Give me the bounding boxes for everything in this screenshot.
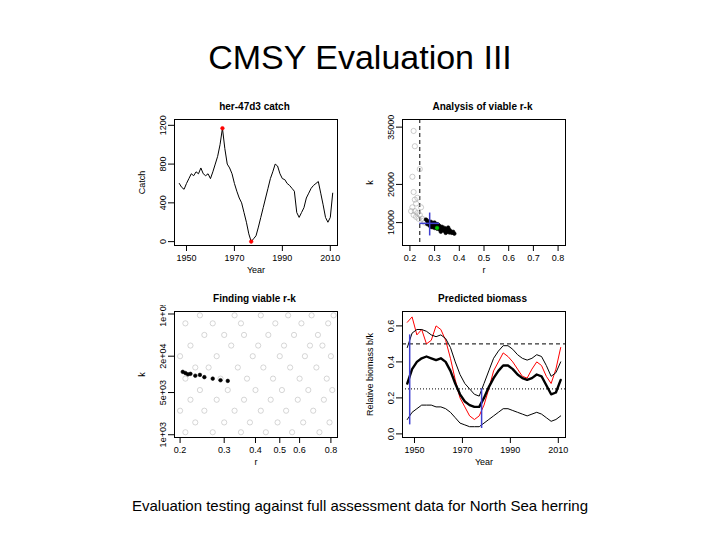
svg-text:2e+04: 2e+04 xyxy=(158,344,168,369)
svg-text:r: r xyxy=(483,265,486,275)
svg-text:0.4: 0.4 xyxy=(453,253,466,263)
svg-text:1200: 1200 xyxy=(158,115,168,135)
svg-text:Year: Year xyxy=(475,457,493,467)
svg-text:0.7: 0.7 xyxy=(527,253,540,263)
html-text:Predicted biomass: Predicted biomass xyxy=(438,293,527,304)
svg-text:0.2: 0.2 xyxy=(386,392,396,405)
svg-text:800: 800 xyxy=(158,157,168,172)
svg-text:1950: 1950 xyxy=(176,253,196,263)
html-text:CMSY Evaluation III: CMSY Evaluation III xyxy=(208,38,512,76)
svg-text:0.5: 0.5 xyxy=(478,253,491,263)
html-text:Analysis of viable r-k: Analysis of viable r-k xyxy=(432,101,533,112)
svg-text:0.3: 0.3 xyxy=(428,253,441,263)
svg-text:0.4: 0.4 xyxy=(386,356,396,369)
svg-text:1990: 1990 xyxy=(500,445,520,455)
svg-text:0.6: 0.6 xyxy=(386,320,396,333)
html-text:Finding viable r-k: Finding viable r-k xyxy=(213,293,296,304)
svg-text:1950: 1950 xyxy=(404,445,424,455)
svg-text:Relative biomass b/k: Relative biomass b/k xyxy=(365,332,375,416)
svg-text:Catch: Catch xyxy=(137,171,147,195)
svg-text:0.6: 0.6 xyxy=(502,253,515,263)
svg-text:0.5: 0.5 xyxy=(274,445,287,455)
svg-text:0.3: 0.3 xyxy=(218,445,231,455)
svg-text:0.2: 0.2 xyxy=(174,445,187,455)
svg-text:Year: Year xyxy=(247,265,265,275)
svg-text:20000: 20000 xyxy=(386,172,396,197)
svg-text:0.2: 0.2 xyxy=(404,253,417,263)
html-text:her-47d3 catch: her-47d3 catch xyxy=(219,101,290,112)
svg-text:0.8: 0.8 xyxy=(325,445,338,455)
svg-text:0.4: 0.4 xyxy=(249,445,262,455)
svg-text:2010: 2010 xyxy=(320,253,340,263)
svg-text:0.0: 0.0 xyxy=(386,428,396,441)
svg-text:k: k xyxy=(137,372,147,377)
svg-text:r: r xyxy=(255,457,258,467)
html-text:Evaluation testing against ful: Evaluation testing against full assessme… xyxy=(132,497,588,514)
svg-text:1990: 1990 xyxy=(272,253,292,263)
svg-text:0: 0 xyxy=(158,239,168,244)
svg-text:5e+03: 5e+03 xyxy=(158,380,168,405)
svg-text:0.6: 0.6 xyxy=(293,445,306,455)
svg-text:1e+05: 1e+05 xyxy=(158,305,168,327)
svg-text:2010: 2010 xyxy=(548,445,568,455)
svg-text:1e+03: 1e+03 xyxy=(158,422,168,447)
svg-text:400: 400 xyxy=(158,195,168,210)
svg-text:1970: 1970 xyxy=(452,445,472,455)
svg-text:35000: 35000 xyxy=(386,115,396,140)
svg-text:1970: 1970 xyxy=(224,253,244,263)
svg-text:10000: 10000 xyxy=(386,210,396,235)
svg-text:k: k xyxy=(365,180,375,185)
svg-text:0.8: 0.8 xyxy=(552,253,565,263)
